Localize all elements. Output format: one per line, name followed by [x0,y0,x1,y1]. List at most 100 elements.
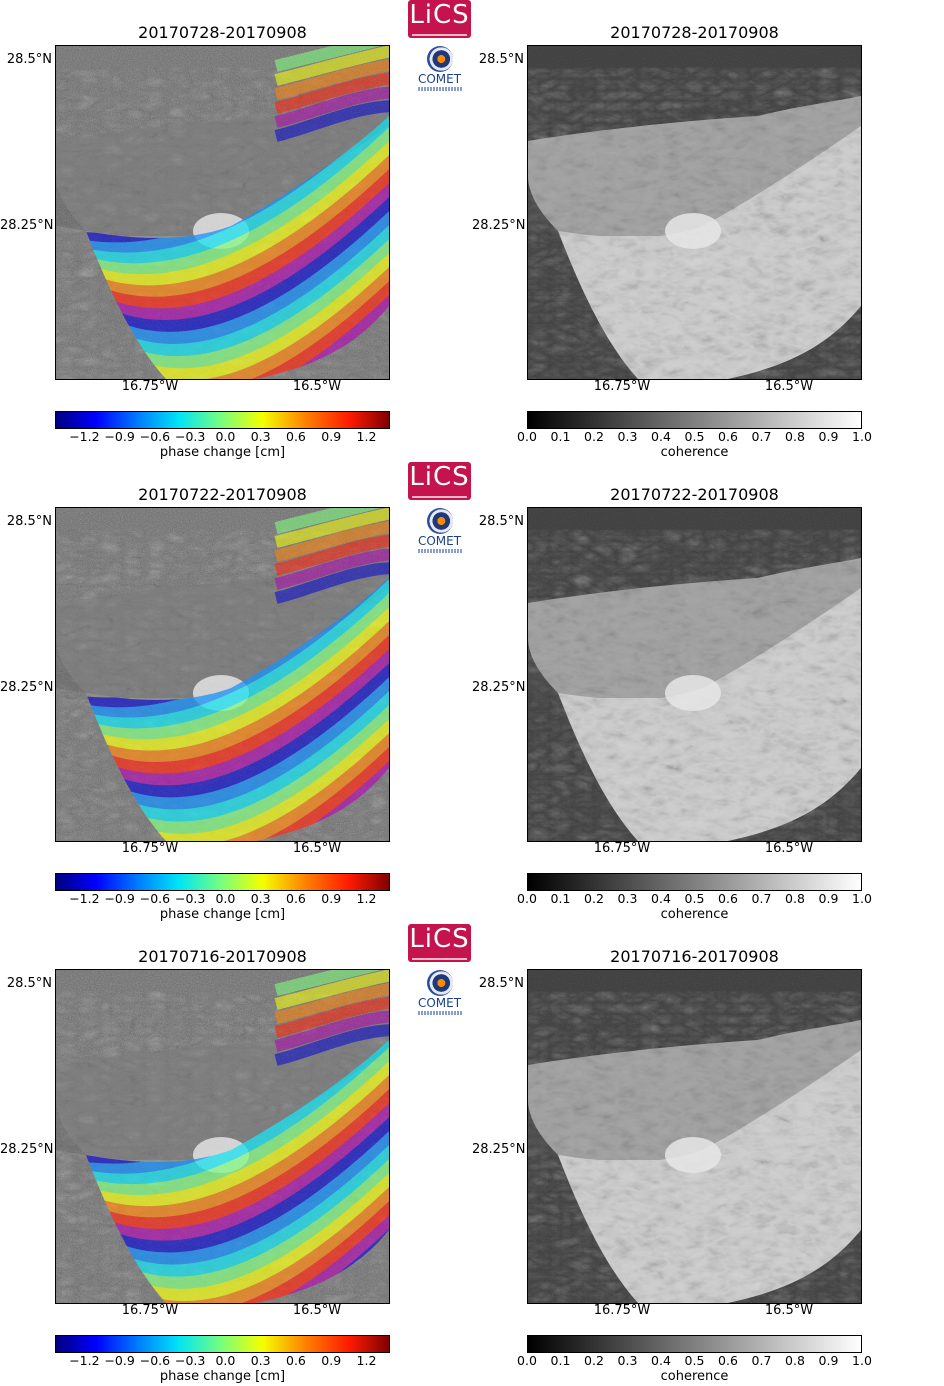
colorbar-tick-label: 0.2 [584,1353,604,1368]
colorbar-label: coherence [660,445,729,460]
colorbar-tick-label: 0.6 [718,429,738,444]
lics-logo-text: LiCS [409,462,470,492]
y-tick-label: 28.25°N [0,1142,54,1157]
colorbar-tick-label: 0.1 [550,429,571,444]
phase-colorbar [55,873,390,891]
colorbar-tick-label: 0.1 [550,1353,571,1368]
phase-panel-2: 20170722-20170908 28.5°N 28.25°N 16.75°W… [0,462,471,922]
x-tick-label: 16.75°W [121,1303,179,1318]
colorbar-label: phase change [cm] [159,445,286,460]
x-tick-label: 16.5°W [764,1303,814,1318]
lics-logo: LiCS [408,0,471,38]
lics-logo-text: LiCS [409,0,470,30]
colorbar-tick-label: −1.2 [69,891,100,906]
panel-title: 20170722-20170908 [610,485,779,504]
comet-logo-text: COMET [417,534,462,548]
map-image [55,45,390,380]
x-tick-label: 16.5°W [292,1303,342,1318]
colorbar-tick-label: 0.0 [517,1353,537,1368]
colorbar-tick-label: 0.2 [584,429,604,444]
map-image [55,507,390,842]
colorbar-tick-label: −1.2 [69,1353,100,1368]
logo-group: LiCS COMET [408,462,471,553]
colorbar-tick-label: −0.6 [139,1353,171,1368]
colorbar-tick-label: 0.6 [286,891,306,906]
colorbar-tick-label: 0.3 [617,891,638,906]
y-tick-label: 28.25°N [472,1142,526,1157]
y-tick-label: 28.5°N [6,52,52,67]
colorbar-tick-label: 0.5 [684,1353,705,1368]
logo-group: LiCS COMET [408,924,471,1015]
comet-logo-icon [426,46,453,72]
panel-title: 20170716-20170908 [610,947,779,966]
y-tick-label: 28.25°N [472,680,526,695]
x-tick-label: 16.5°W [292,379,342,394]
colorbar-tick-label: 0.7 [751,891,772,906]
y-tick-label: 28.25°N [0,218,54,233]
colorbar-tick-label: 0.4 [651,429,671,444]
phase-panel-3: 20170716-20170908 28.5°N 28.25°N 16.75°W… [0,924,471,1384]
comet-logo-text: COMET [417,72,462,86]
colorbar-tick-label: −0.3 [174,429,206,444]
y-tick-label: 28.5°N [478,976,524,991]
colorbar-tick-label: 0.9 [818,891,839,906]
phase-colorbar [55,411,390,429]
colorbar-tick-label: 0.4 [651,891,671,906]
coherence-colorbar [527,411,862,429]
colorbar-tick-label: 0.1 [550,891,571,906]
comet-logo-icon [426,970,453,996]
colorbar-tick-label: 0.7 [751,429,772,444]
colorbar-tick-label: 0.0 [215,891,236,906]
colorbar-tick-label: 0.7 [751,1353,772,1368]
y-tick-label: 28.5°N [6,976,52,991]
colorbar-tick-label: 0.3 [617,1353,638,1368]
colorbar-tick-label: 0.3 [250,429,271,444]
lics-logo: LiCS [408,924,471,962]
colorbar-tick-label: −0.6 [139,429,171,444]
x-tick-label: 16.5°W [764,379,814,394]
colorbar-tick-label: 0.8 [785,1353,805,1368]
colorbar-tick-label: −0.9 [104,1353,135,1368]
colorbar-tick-label: 0.9 [321,891,342,906]
y-tick-label: 28.5°N [478,52,524,67]
y-tick-label: 28.25°N [472,218,526,233]
panel-title: 20170716-20170908 [138,947,307,966]
colorbar-tick-label: −1.2 [69,429,100,444]
colorbar-tick-label: 0.9 [818,1353,839,1368]
colorbar-tick-label: 0.5 [684,891,705,906]
colorbar-tick-label: 1.0 [852,1353,872,1368]
comet-logo-text: COMET [417,996,462,1010]
colorbar-tick-label: 0.5 [684,429,705,444]
colorbar-tick-label: 0.9 [321,429,342,444]
x-tick-label: 16.75°W [593,1303,651,1318]
colorbar-label: phase change [cm] [159,907,286,922]
coherence-colorbar [527,873,862,891]
phase-panel-1: 20170728-20170908 28.5°N 28.25°N 16.75°W… [0,0,471,460]
y-tick-label: 28.5°N [6,514,52,529]
x-tick-label: 16.75°W [121,841,179,856]
lics-logo-text: LiCS [409,924,470,954]
colorbar-tick-label: 0.6 [718,1353,738,1368]
map-image [55,969,390,1304]
x-tick-label: 16.75°W [593,379,651,394]
colorbar-tick-label: 0.0 [517,891,537,906]
colorbar-tick-label: 0.2 [584,891,604,906]
coherence-panel-1: 20170728-20170908 28.5°N 28.25°N 16.75°W… [472,0,942,460]
colorbar-tick-label: 1.0 [852,429,872,444]
colorbar-tick-label: −0.9 [104,891,135,906]
coherence-panel-2: 20170722-20170908 28.5°N 28.25°N 16.75°W… [472,462,942,922]
colorbar-tick-label: 0.9 [818,429,839,444]
y-tick-label: 28.25°N [0,680,54,695]
colorbar-tick-label: 0.6 [286,1353,306,1368]
colorbar-tick-label: 0.0 [517,429,537,444]
colorbar-tick-label: 0.4 [651,1353,671,1368]
colorbar-tick-label: 0.6 [286,429,306,444]
colorbar-tick-label: 0.3 [250,1353,271,1368]
map-image [527,969,862,1304]
colorbar-tick-label: 0.6 [718,891,738,906]
phase-colorbar [55,1335,390,1353]
x-tick-label: 16.75°W [121,379,179,394]
lics-logo: LiCS [408,462,471,500]
y-tick-label: 28.5°N [478,514,524,529]
colorbar-tick-label: 0.3 [250,891,271,906]
